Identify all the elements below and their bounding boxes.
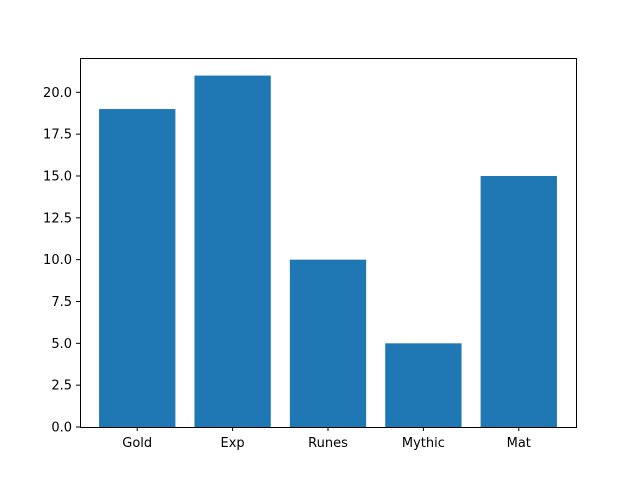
y-tick-label: 15.0 xyxy=(43,169,72,184)
y-axis: 0.0 2.5 5.0 7.5 10.0 12.5 15.0 17.5 20.0 xyxy=(43,86,80,436)
bar-mythic xyxy=(385,343,462,427)
x-tick-label: Gold xyxy=(122,436,152,451)
plot-frame xyxy=(80,58,577,428)
y-tick-label: 20.0 xyxy=(43,86,72,101)
bar-exp xyxy=(194,75,271,428)
x-tick-label: Mythic xyxy=(402,436,445,451)
x-tick-label: Runes xyxy=(308,436,348,451)
y-tick-label: 7.5 xyxy=(51,295,72,310)
x-axis: Gold Exp Runes Mythic Mat xyxy=(122,427,531,451)
x-tick-label: Mat xyxy=(507,436,531,451)
bars-group xyxy=(99,75,557,428)
bar-runes xyxy=(289,259,367,427)
y-tick-label: 17.5 xyxy=(43,128,72,143)
bar-gold xyxy=(99,109,176,427)
bar-mat xyxy=(480,175,557,427)
y-tick-label: 2.5 xyxy=(51,379,72,394)
y-tick-label: 12.5 xyxy=(43,211,72,226)
y-tick-label: 0.0 xyxy=(51,421,72,436)
y-tick-label: 5.0 xyxy=(51,337,72,352)
x-tick-label: Exp xyxy=(221,436,245,451)
y-tick-label: 10.0 xyxy=(43,253,72,268)
